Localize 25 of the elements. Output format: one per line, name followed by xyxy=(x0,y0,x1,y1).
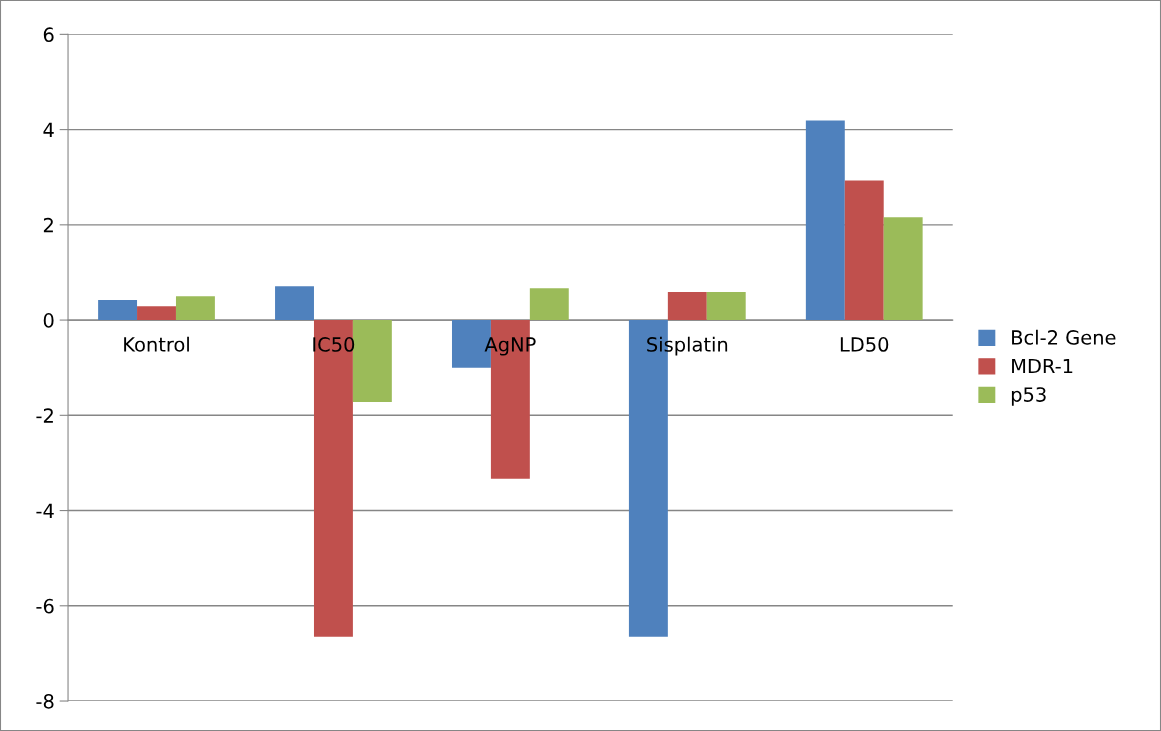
y-tick-label: -8 xyxy=(36,693,54,709)
y-tick-label: -2 xyxy=(36,408,53,423)
bar xyxy=(529,288,569,321)
legend-label: p53 xyxy=(1011,387,1046,406)
bar xyxy=(883,217,923,321)
bar xyxy=(844,180,884,321)
y-tick-label: 2 xyxy=(43,217,53,233)
bar xyxy=(313,320,353,637)
legend-label: MDR-1 xyxy=(1012,358,1073,374)
bar xyxy=(667,291,707,321)
bar xyxy=(137,306,176,321)
x-tick-label: Kontrol xyxy=(124,336,189,352)
bar xyxy=(706,291,746,321)
bar xyxy=(98,300,138,321)
bar xyxy=(275,286,314,321)
y-tick-label: -6 xyxy=(36,598,54,614)
y-tick-label: 4 xyxy=(43,122,54,137)
y-tick-label: -4 xyxy=(36,503,54,518)
legend-label: Bcl-2 Gene xyxy=(1012,329,1116,345)
bar xyxy=(352,320,392,402)
bar xyxy=(175,296,215,321)
bar xyxy=(805,120,845,321)
x-tick-label: LD50 xyxy=(840,337,889,352)
y-tick-label: 6 xyxy=(43,27,54,43)
y-tick-label: 0 xyxy=(43,313,54,328)
